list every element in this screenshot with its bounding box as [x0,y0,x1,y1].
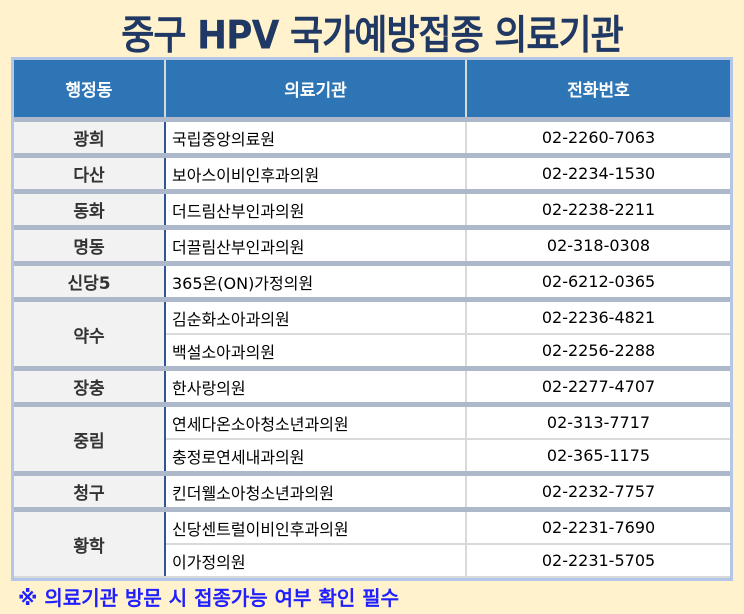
dong-cell: 동화 [14,189,166,229]
table-row: 청구 킨더웰소아청소년과의원 02-2232-7757 [14,471,730,511]
phone-cell: 02-2277-4707 [466,366,730,406]
table-row: 다산 보아스이비인후과의원 02-2234-1530 [14,153,730,193]
table-row: 장충 한사랑의원 02-2277-4707 [14,366,730,406]
institution-cell: 충정로연세내과의원 [165,439,467,475]
institution-cell: 더드림산부인과의원 [165,189,467,229]
table-row: 동화 더드림산부인과의원 02-2238-2211 [14,189,730,229]
clinic-table: 행정동 의료기관 전화번호 광희 국립중앙의료원 02-2260-7063 다산 보아스… [11,57,733,581]
phone-cell: 02-2231-5705 [466,544,730,578]
phone-cell: 02-2260-7063 [466,119,730,157]
table-row: 약수 김순화소아과의원 02-2236-4821 [14,297,730,370]
dong-cell: 약수 [14,297,166,370]
header-institution: 의료기관 [165,60,467,122]
institution-cell: 더끌림산부인과의원 [165,225,467,265]
institution-cell: 백설소아과의원 [165,334,467,370]
institution-cell: 킨더웰소아청소년과의원 [165,471,467,511]
dong-cell: 명동 [14,225,166,265]
table-row: 중림 연세다온소아청소년과의원 02-313-7717 [14,402,730,475]
dong-cell: 중림 [14,402,166,475]
phone-cell: 02-313-7717 [466,402,730,440]
dong-cell: 광희 [14,119,166,157]
phone-cell: 02-2256-2288 [466,334,730,370]
institution-cell: 연세다온소아청소년과의원 [165,402,467,440]
dong-cell: 다산 [14,153,166,193]
table-header-row: 행정동 의료기관 전화번호 [14,60,730,122]
phone-cell: 02-2236-4821 [466,297,730,335]
institution-cell: 365온(ON)가정의원 [165,261,467,301]
dong-cell: 청구 [14,471,166,511]
table-row: 충정로연세내과의원 02-365-1175 [14,439,730,475]
institution-cell: 국립중앙의료원 [165,119,467,157]
dong-cell: 신당5 [14,261,166,301]
header-phone: 전화번호 [466,60,730,122]
header-dong: 행정동 [14,60,166,122]
dong-cell: 장충 [14,366,166,406]
phone-cell: 02-6212-0365 [466,261,730,301]
phone-cell: 02-2238-2211 [466,189,730,229]
phone-cell: 02-2232-7757 [466,471,730,511]
institution-cell: 이가정의원 [165,544,467,578]
table-row: 백설소아과의원 02-2256-2288 [14,334,730,370]
page-title: 중구 HPV 국가예방접종 의료기관 [121,13,623,59]
phone-cell: 02-318-0308 [466,225,730,265]
table-row: 이가정의원 02-2231-5705 [14,544,730,578]
phone-cell: 02-2231-7690 [466,507,730,545]
phone-cell: 02-2234-1530 [466,153,730,193]
table-row: 명동 더끌림산부인과의원 02-318-0308 [14,225,730,265]
institution-cell: 김순화소아과의원 [165,297,467,335]
institution-cell: 한사랑의원 [165,366,467,406]
table-row: 신당5 365온(ON)가정의원 02-6212-0365 [14,261,730,301]
notice-text: ※ 의료기관 방문 시 접종가능 여부 확인 필수 [18,586,399,610]
dong-cell: 황학 [14,507,166,578]
phone-cell: 02-365-1175 [466,439,730,475]
table-row: 황학 신당센트럴이비인후과의원 02-2231-7690 [14,507,730,578]
institution-cell: 신당센트럴이비인후과의원 [165,507,467,545]
institution-cell: 보아스이비인후과의원 [165,153,467,193]
table-row: 광희 국립중앙의료원 02-2260-7063 [14,119,730,157]
